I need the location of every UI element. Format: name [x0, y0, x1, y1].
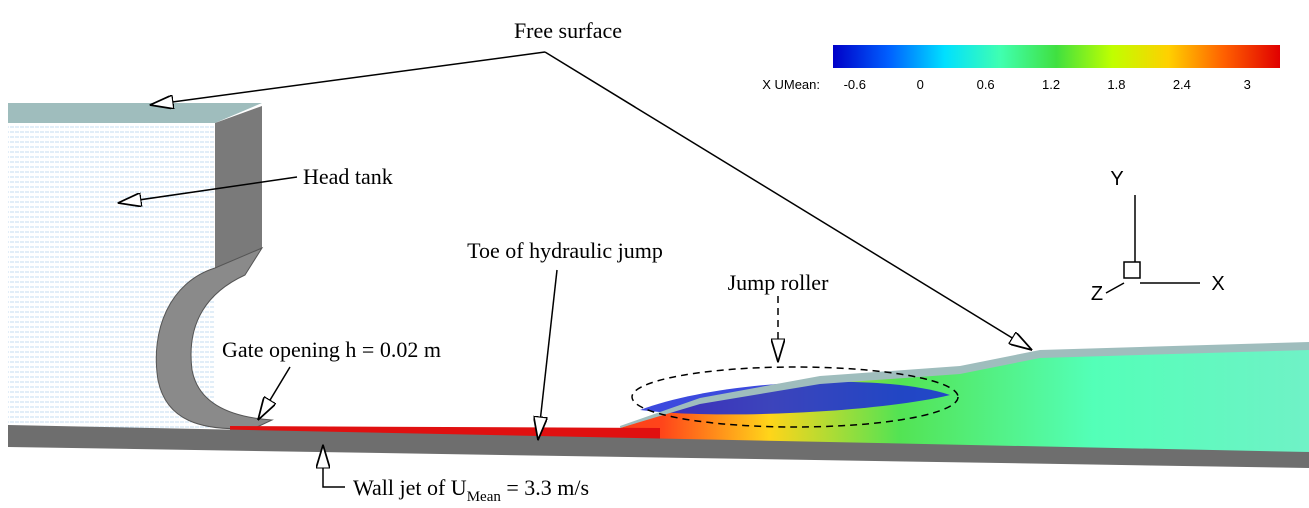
label: Head tank — [303, 164, 393, 189]
colorbar-tick-label: 2.4 — [1173, 77, 1191, 92]
axis-label: Y — [1110, 168, 1123, 190]
colorbar-label: X UMean: — [762, 77, 820, 92]
colorbar-tick-label: 1.2 — [1042, 77, 1060, 92]
label-subscript: Mean — [467, 489, 502, 505]
label-part: Wall jet of U — [353, 475, 467, 500]
axis-label: X — [1211, 273, 1224, 295]
label: Gate opening h = 0.02 m — [222, 337, 441, 362]
label: Free surface — [514, 18, 622, 43]
colorbar-tick-label: 0 — [917, 77, 924, 92]
colorbar — [833, 45, 1280, 68]
arrow — [545, 52, 1032, 350]
axis-line — [1106, 283, 1124, 293]
label: Jump roller — [728, 270, 829, 295]
colorbar-tick-label: 0.6 — [977, 77, 995, 92]
axis-cube — [1124, 262, 1140, 278]
arrow — [258, 367, 290, 420]
label: Toe of hydraulic jump — [467, 238, 663, 263]
colorbar-tick-label: 1.8 — [1107, 77, 1125, 92]
arrow — [150, 52, 545, 105]
figure: Free surface Head tank Toe of hydraulic … — [0, 0, 1309, 508]
tank-wall — [215, 106, 262, 268]
label: Wall jet of UMean = 3.3 m/s — [353, 475, 589, 505]
label-part: = 3.3 m/s — [501, 475, 589, 500]
axis-label: Z — [1091, 283, 1103, 305]
colorbar-tick-label: 3 — [1244, 77, 1251, 92]
colorbar-tick-label: -0.6 — [844, 77, 866, 92]
arrow — [538, 270, 557, 440]
